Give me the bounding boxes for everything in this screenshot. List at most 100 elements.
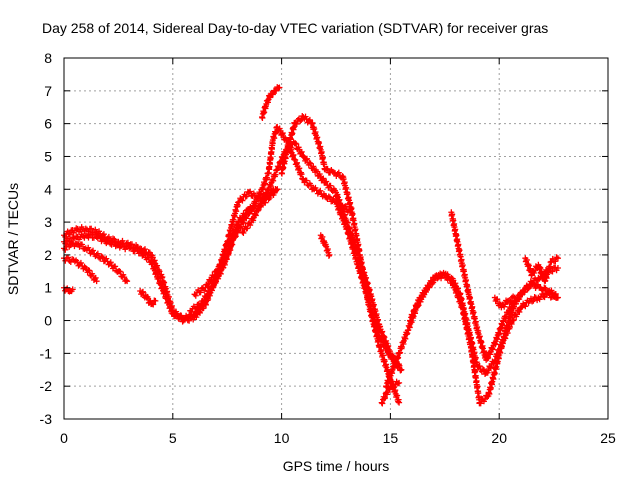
data-point <box>77 259 84 266</box>
data-point <box>382 395 389 402</box>
data-point <box>505 310 512 317</box>
data-point <box>254 207 261 214</box>
data-point <box>310 163 317 170</box>
data-point <box>150 301 157 308</box>
data-point <box>348 209 355 216</box>
data-point <box>252 211 259 218</box>
data-point <box>346 206 353 213</box>
x-tick-label: 20 <box>491 430 507 446</box>
data-point <box>335 169 342 176</box>
data-point <box>204 283 211 290</box>
data-point <box>482 371 489 378</box>
data-point <box>74 240 81 247</box>
y-tick-label: 7 <box>44 83 52 99</box>
data-point <box>200 299 207 306</box>
data-point <box>98 253 105 260</box>
data-point <box>257 190 264 197</box>
data-point <box>522 303 529 310</box>
data-point <box>247 188 254 195</box>
data-point <box>477 400 484 407</box>
data-point <box>511 301 518 308</box>
data-point <box>112 263 119 270</box>
data-point <box>279 130 286 137</box>
chart-title: Day 258 of 2014, Sidereal Day-to-day VTE… <box>42 20 548 36</box>
data-point <box>386 386 393 393</box>
data-point <box>323 178 330 185</box>
data-point <box>442 270 449 277</box>
data-point <box>88 225 95 232</box>
data-point <box>489 345 496 352</box>
x-tick-label: 25 <box>600 430 616 446</box>
data-point <box>240 230 247 237</box>
data-point <box>273 187 280 194</box>
data-point <box>549 268 556 275</box>
data-point <box>62 246 69 253</box>
data-point <box>303 156 310 163</box>
data-point <box>298 148 305 155</box>
y-tick-label: 1 <box>44 280 52 296</box>
data-point <box>64 285 71 292</box>
data-point <box>92 274 99 281</box>
x-tick-label: 0 <box>60 430 68 446</box>
y-tick-label: -1 <box>40 345 53 361</box>
data-point <box>535 281 542 288</box>
data-point <box>306 116 313 123</box>
data-point <box>554 265 561 272</box>
data-point <box>121 274 128 281</box>
data-point <box>185 315 192 322</box>
y-tick-label: 8 <box>44 50 52 66</box>
data-point <box>245 211 252 218</box>
data-point <box>325 193 332 200</box>
data-point <box>430 279 437 286</box>
data-point <box>67 231 74 238</box>
data-point <box>105 237 112 244</box>
data-point <box>510 316 517 323</box>
tick-labels: 0 5 10 15 20 25 -3 -2 -1 0 1 2 3 4 5 6 7 8 <box>40 50 616 446</box>
data-point <box>489 346 496 353</box>
axis-ticks <box>63 57 609 420</box>
data-point <box>274 186 281 193</box>
data-point <box>258 202 265 209</box>
data-point <box>79 241 86 248</box>
data-point <box>396 399 403 406</box>
data-point <box>554 294 561 301</box>
y-tick-label: 2 <box>44 247 52 263</box>
data-points <box>61 84 561 407</box>
data-point <box>548 287 555 294</box>
data-point <box>293 141 300 148</box>
data-point <box>107 259 114 266</box>
data-point <box>529 298 536 305</box>
data-point <box>207 278 214 285</box>
data-point <box>203 295 210 302</box>
data-point <box>124 278 131 285</box>
data-point <box>320 175 327 182</box>
data-point <box>485 354 492 361</box>
data-point <box>342 203 349 210</box>
data-point <box>507 298 514 305</box>
data-point <box>269 91 276 98</box>
data-point <box>306 159 313 166</box>
data-point <box>217 270 224 277</box>
data-point <box>518 291 525 298</box>
data-point <box>378 399 385 406</box>
data-point <box>90 247 97 254</box>
data-point <box>220 259 227 266</box>
x-tick-label: 5 <box>169 430 177 446</box>
data-point <box>210 284 217 291</box>
data-point <box>553 254 560 261</box>
data-point <box>421 291 428 298</box>
data-point <box>449 278 456 285</box>
data-point <box>243 215 250 222</box>
data-point <box>541 284 548 291</box>
data-point <box>398 366 405 373</box>
data-point <box>69 286 76 293</box>
data-point <box>103 255 110 262</box>
data-point <box>476 363 483 370</box>
data-point <box>303 155 310 162</box>
y-tick-label: 0 <box>44 313 52 329</box>
data-point <box>129 244 135 251</box>
data-point <box>379 400 386 407</box>
data-point <box>515 296 522 303</box>
data-point <box>516 309 523 316</box>
